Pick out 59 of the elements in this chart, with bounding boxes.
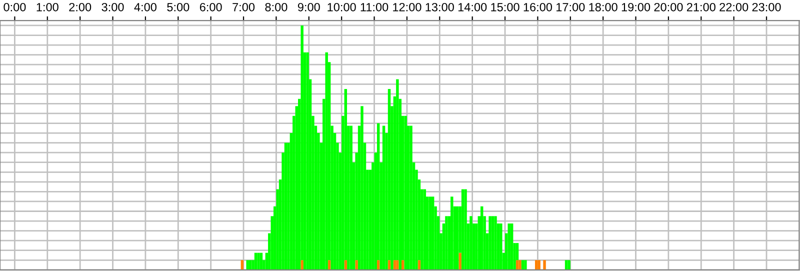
bar (538, 260, 540, 270)
bar (518, 260, 522, 270)
bar (350, 126, 352, 270)
bar (246, 260, 249, 270)
bar (450, 196, 454, 270)
x-tick-label: 8:00 (265, 2, 288, 12)
bar (284, 142, 288, 270)
bar (480, 206, 484, 270)
bar (396, 260, 399, 270)
bar (461, 189, 464, 270)
bar (491, 216, 494, 270)
bar (470, 216, 472, 270)
bar (543, 260, 546, 270)
bar (494, 216, 497, 270)
bar (300, 260, 304, 270)
bar (325, 52, 328, 270)
bar (500, 223, 502, 270)
bar (431, 196, 434, 270)
x-tick-label: 14:00 (458, 2, 487, 12)
bar (423, 189, 426, 270)
x-tick-label: 20:00 (654, 2, 683, 12)
bar (404, 116, 407, 270)
bar (445, 216, 448, 270)
x-tick-label: 22:00 (720, 2, 748, 12)
x-tick-label: 21:00 (686, 2, 716, 12)
x-tick-label: 10:00 (328, 2, 356, 12)
x-tick-label: 3:00 (102, 2, 124, 12)
bar (306, 52, 309, 270)
bar (428, 196, 432, 270)
bar (355, 260, 358, 270)
x-tick-label: 17:00 (556, 2, 585, 12)
bar (458, 252, 462, 270)
x-tick-label: 16:00 (524, 2, 552, 12)
bar (464, 189, 467, 270)
bar (456, 206, 459, 270)
x-tick-label: 13:00 (426, 2, 454, 12)
bar (568, 260, 570, 270)
bar (410, 126, 412, 270)
bar (488, 216, 492, 270)
x-tick-label: 23:00 (752, 2, 781, 12)
bar (510, 223, 514, 270)
x-tick-label: 0:00 (4, 2, 26, 12)
x-tick-label: 4:00 (134, 2, 156, 12)
x-tick-label: 18:00 (589, 2, 618, 12)
x-tick-label: 19:00 (622, 2, 650, 12)
x-tick-label: 15:00 (491, 2, 520, 12)
x-tick-label: 6:00 (200, 2, 222, 12)
x-tick-label: 2:00 (69, 2, 92, 12)
bar (360, 106, 364, 270)
x-tick-label: 12:00 (393, 2, 422, 12)
x-tick-label: 9:00 (298, 2, 320, 12)
x-tick-label: 1:00 (36, 2, 58, 12)
bar (382, 126, 386, 270)
bar (524, 260, 527, 270)
bar (508, 223, 510, 270)
bar (257, 252, 260, 270)
x-tick-label: 7:00 (232, 2, 255, 12)
x-tick-label: 11:00 (360, 2, 388, 12)
x-tick-label: 5:00 (167, 2, 190, 12)
